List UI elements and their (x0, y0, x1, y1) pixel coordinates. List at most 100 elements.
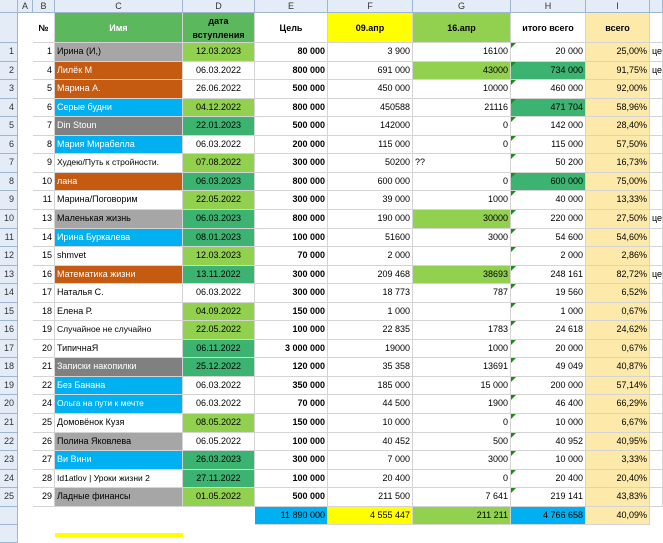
cell-date[interactable]: 22.05.2022 (183, 191, 255, 210)
cell-name[interactable]: Ладные финансы (55, 488, 183, 507)
cell-apr16[interactable]: 30000 (413, 210, 511, 229)
cell-date[interactable]: 12.03.2023 (183, 43, 255, 62)
cell-date[interactable]: 13.11.2022 (183, 266, 255, 284)
cell-name[interactable]: Серые будни (55, 99, 183, 117)
cell-name[interactable]: Без Банана (55, 377, 183, 395)
cell-name[interactable]: Маленькая жизнь (55, 210, 183, 229)
cell-apr16[interactable]: 787 (413, 284, 511, 303)
row-header[interactable]: 16 (0, 321, 18, 340)
cell-extra[interactable]: це (650, 43, 663, 62)
cell-apr09[interactable]: 2 000 (328, 247, 413, 266)
cell-extra[interactable] (650, 321, 663, 340)
cell-date[interactable]: 06.03.2022 (183, 377, 255, 395)
cell-goal[interactable]: 100 000 (255, 433, 328, 451)
cell-goal[interactable]: 800 000 (255, 99, 328, 117)
cell-name[interactable]: Наталья С. (55, 284, 183, 303)
cell-percent[interactable]: 92,00% (586, 80, 650, 99)
cell-total[interactable]: 219 141 (511, 488, 586, 507)
cell-name[interactable]: Елена Р. (55, 303, 183, 321)
row-header[interactable]: 9 (0, 191, 18, 210)
row-header[interactable]: 13 (0, 266, 18, 284)
cell-extra[interactable] (650, 488, 663, 507)
cell-name[interactable]: ТипичнаЯ (55, 340, 183, 358)
cell-apr09[interactable]: 185 000 (328, 377, 413, 395)
cell-apr09[interactable]: 19000 (328, 340, 413, 358)
cell-apr09[interactable]: 40 452 (328, 433, 413, 451)
cell-percent[interactable]: 6,67% (586, 414, 650, 433)
cell-percent[interactable]: 57,14% (586, 377, 650, 395)
cell-name[interactable]: Худею/Путь к стройности. (55, 154, 183, 173)
cell-date[interactable]: 06.03.2022 (183, 284, 255, 303)
cell-goal[interactable]: 800 000 (255, 62, 328, 80)
row-header[interactable]: 19 (0, 377, 18, 395)
cell-number[interactable]: 29 (33, 488, 55, 507)
cell-apr16[interactable]: 3000 (413, 451, 511, 470)
cell-apr09[interactable]: 10 000 (328, 414, 413, 433)
cell-apr16[interactable]: 0 (413, 136, 511, 154)
row-header[interactable]: 22 (0, 433, 18, 451)
cell-date[interactable]: 06.03.2022 (183, 136, 255, 154)
cell-name[interactable]: Марина А. (55, 80, 183, 99)
cell-total[interactable]: 49 049 (511, 358, 586, 377)
cell-percent[interactable]: 0,67% (586, 303, 650, 321)
cell-name[interactable]: shmvet (55, 247, 183, 266)
cell-name[interactable]: Марина/Поговорим (55, 191, 183, 210)
cell-percent[interactable]: 57,50% (586, 136, 650, 154)
cell-extra[interactable]: це (650, 210, 663, 229)
cell-number[interactable]: 13 (33, 210, 55, 229)
cell-goal[interactable]: 200 000 (255, 136, 328, 154)
cell-total[interactable]: 54 600 (511, 229, 586, 247)
cell-number[interactable]: 11 (33, 191, 55, 210)
row-header[interactable]: 20 (0, 395, 18, 414)
cell-apr09[interactable]: 35 358 (328, 358, 413, 377)
cell-extra[interactable] (650, 117, 663, 136)
cell-number[interactable]: 26 (33, 433, 55, 451)
cell-apr16[interactable]: 1000 (413, 340, 511, 358)
cell-percent[interactable]: 75,00% (586, 173, 650, 191)
cell-apr09[interactable]: 22 835 (328, 321, 413, 340)
cell-number[interactable]: 21 (33, 358, 55, 377)
cell-apr16[interactable]: 43000 (413, 62, 511, 80)
column-header-i[interactable]: I (586, 0, 650, 13)
cell-apr09[interactable]: 450588 (328, 99, 413, 117)
cell-extra[interactable] (650, 173, 663, 191)
cell-total[interactable]: 10 000 (511, 451, 586, 470)
cell-goal[interactable]: 100 000 (255, 229, 328, 247)
cell-total[interactable]: 142 000 (511, 117, 586, 136)
cell-total[interactable]: 20 000 (511, 43, 586, 62)
cell-extra[interactable] (650, 377, 663, 395)
row-header[interactable]: 21 (0, 414, 18, 433)
cell-extra[interactable] (650, 80, 663, 99)
total-percent[interactable]: 40,09% (586, 507, 650, 525)
cell-date[interactable]: 25.12.2022 (183, 358, 255, 377)
cell-percent[interactable]: 54,60% (586, 229, 650, 247)
total-apr16[interactable]: 211 211 (413, 507, 511, 525)
cell-goal[interactable]: 150 000 (255, 303, 328, 321)
cell-date[interactable]: 12.03.2023 (183, 247, 255, 266)
row-header[interactable]: 6 (0, 136, 18, 154)
cell-date[interactable]: 08.05.2022 (183, 414, 255, 433)
column-header-g[interactable]: G (413, 0, 511, 13)
cell-apr09[interactable]: 39 000 (328, 191, 413, 210)
cell-extra[interactable] (650, 136, 663, 154)
cell-date[interactable]: 06.03.2023 (183, 210, 255, 229)
cell-total[interactable]: 20 000 (511, 340, 586, 358)
cell-extra[interactable] (650, 451, 663, 470)
cell-name[interactable]: Полина Яковлева (55, 433, 183, 451)
cell-number[interactable]: 6 (33, 99, 55, 117)
cell-percent[interactable]: 0,67% (586, 340, 650, 358)
cell-extra[interactable]: це (650, 62, 663, 80)
cell-apr16[interactable]: 1783 (413, 321, 511, 340)
row-header[interactable]: 25 (0, 488, 18, 507)
cell-apr16[interactable]: 10000 (413, 80, 511, 99)
cell-apr09[interactable]: 115 000 (328, 136, 413, 154)
cell-date[interactable]: 06.03.2022 (183, 395, 255, 414)
cell-date[interactable]: 22.05.2022 (183, 321, 255, 340)
cell-percent[interactable]: 43,83% (586, 488, 650, 507)
cell-percent[interactable]: 3,33% (586, 451, 650, 470)
cell-percent[interactable]: 58,96% (586, 99, 650, 117)
cell-apr09[interactable]: 51600 (328, 229, 413, 247)
row-header[interactable]: 7 (0, 154, 18, 173)
cell-goal[interactable]: 350 000 (255, 377, 328, 395)
cell-goal[interactable]: 70 000 (255, 247, 328, 266)
